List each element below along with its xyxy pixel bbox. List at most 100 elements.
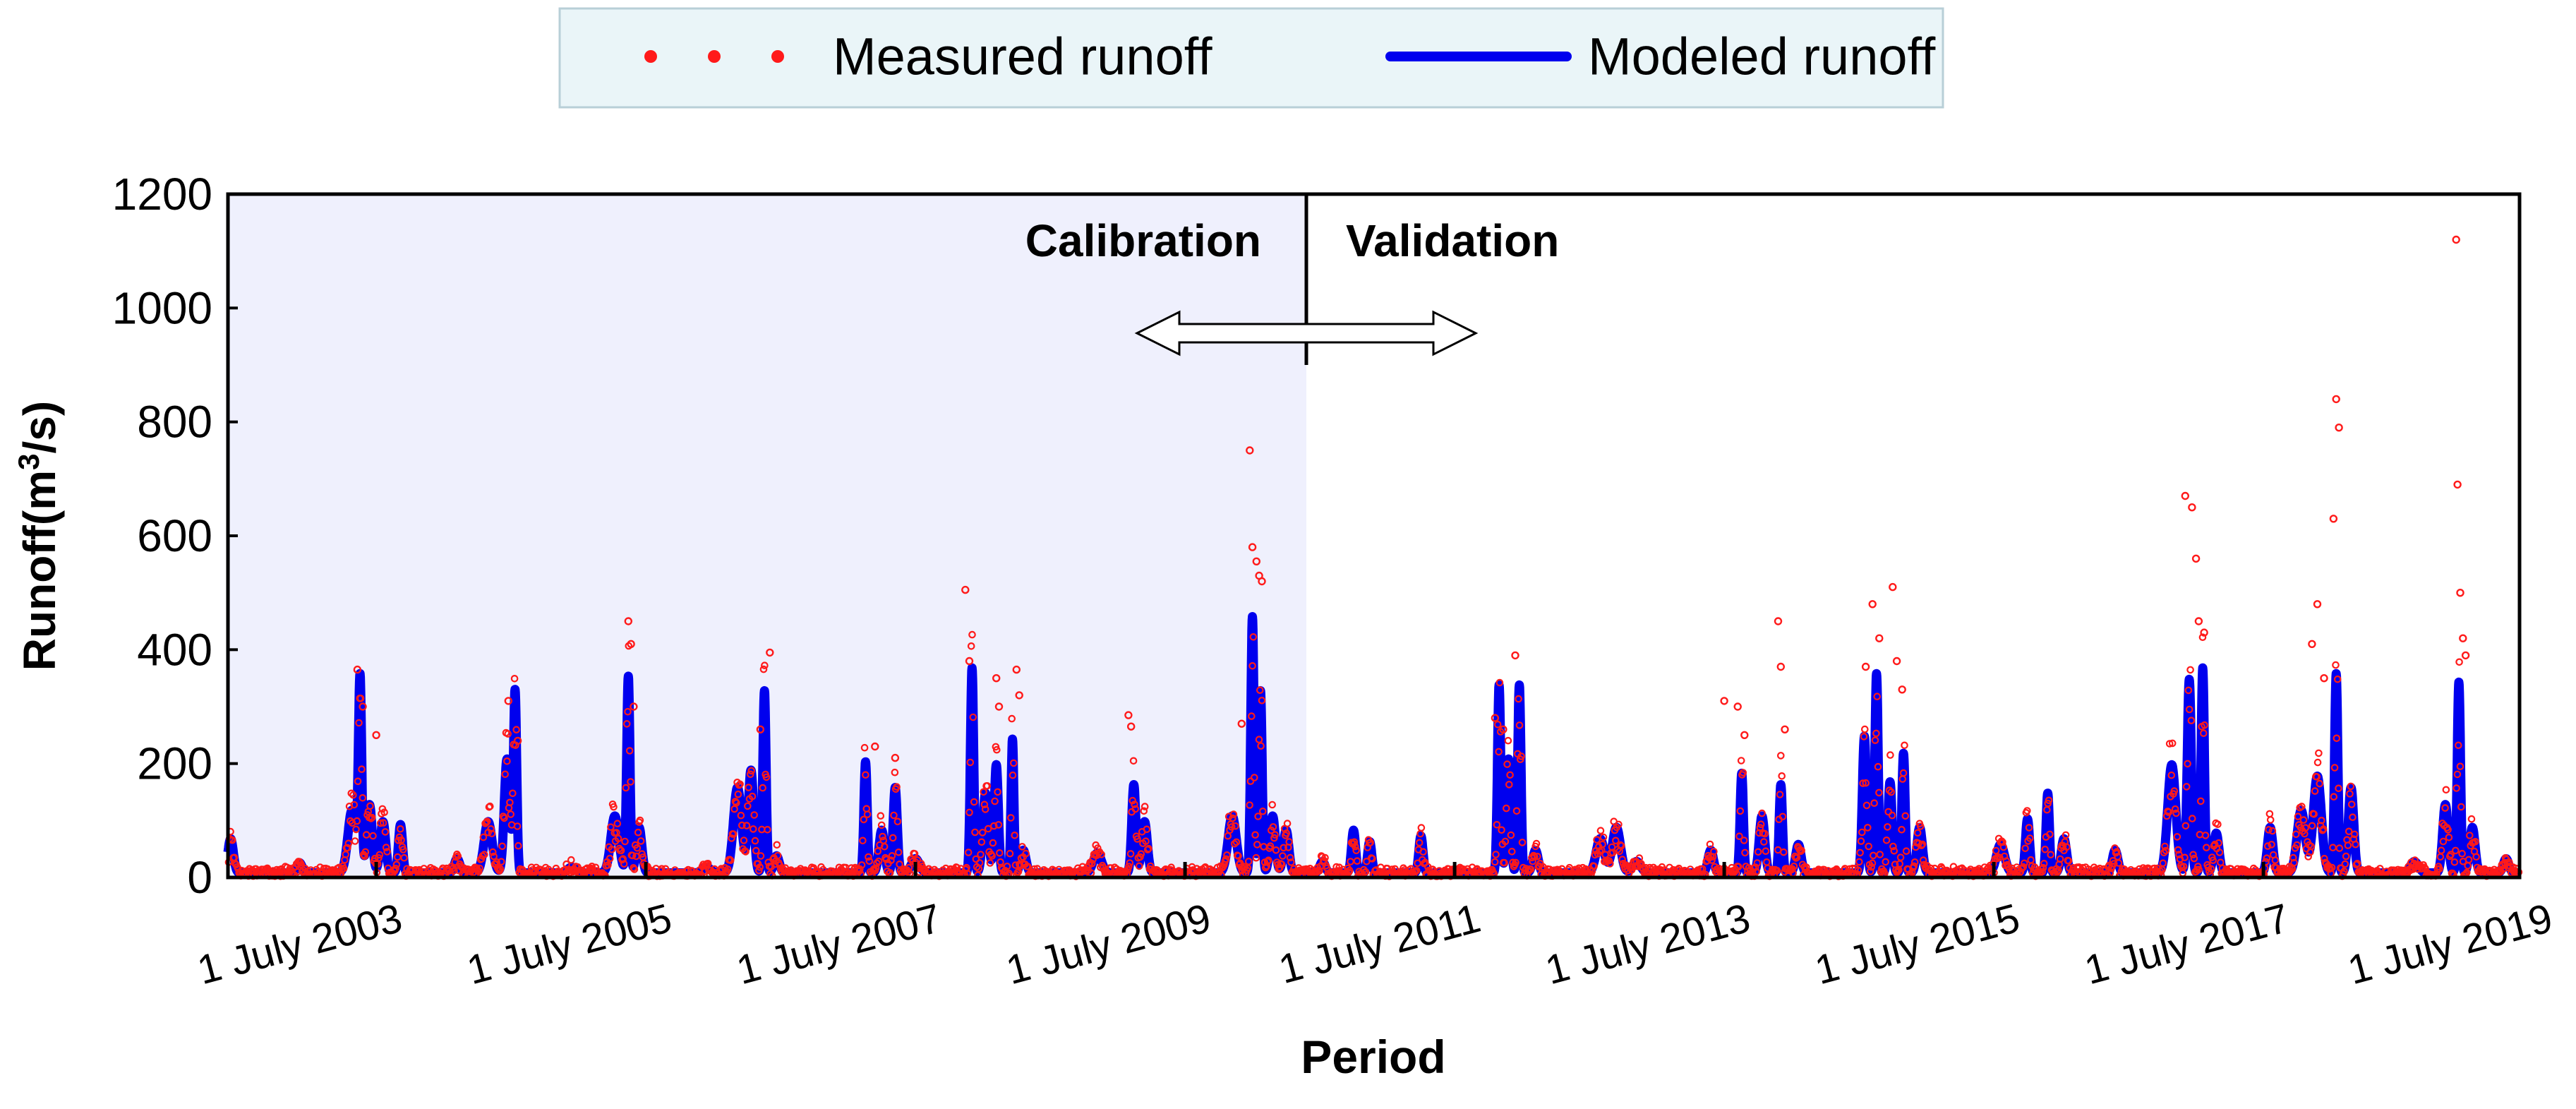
measured-point	[967, 642, 975, 650]
measured-point	[2197, 797, 2205, 805]
measured-point	[630, 865, 639, 873]
measured-point	[1129, 757, 1138, 765]
measured-point	[2340, 868, 2348, 875]
measured-point	[2453, 770, 2462, 779]
x-tick-label: 1 July 2015	[1810, 895, 2024, 994]
measured-point	[2461, 651, 2470, 660]
measured-point	[2320, 674, 2328, 683]
measured-point	[1229, 814, 1236, 822]
measured-point	[2200, 628, 2208, 637]
measured-point	[1133, 835, 1141, 843]
measured-point	[2263, 854, 2271, 862]
measured-point	[1884, 823, 1891, 831]
measured-point	[622, 720, 631, 728]
x-tick-label: 1 July 2011	[1274, 895, 1485, 993]
measured-point	[2463, 868, 2471, 877]
measured-point	[371, 854, 379, 863]
measured-point	[1867, 863, 1875, 871]
measured-point	[1599, 840, 1606, 849]
measured-point	[2189, 851, 2197, 858]
measured-point	[501, 770, 509, 779]
measured-point	[2159, 859, 2167, 868]
measured-point	[1124, 711, 1133, 719]
measured-point	[1495, 748, 1503, 756]
measured-point	[1287, 858, 1295, 866]
measured-point	[2113, 848, 2121, 856]
measured-point	[1832, 865, 1841, 873]
measured-point	[480, 851, 488, 858]
x-tick-label: 1 July 2003	[193, 895, 407, 994]
measured-point	[1498, 826, 1505, 834]
measured-point	[1271, 831, 1279, 839]
measured-point	[2198, 633, 2207, 641]
measured-point	[1590, 862, 1598, 870]
measured-point	[1868, 600, 1877, 609]
measured-point	[984, 825, 992, 833]
measured-point	[1888, 811, 1896, 820]
measured-point	[1503, 804, 1510, 813]
measured-point	[971, 828, 979, 837]
measured-point	[2201, 832, 2210, 839]
measured-point	[1008, 714, 1016, 723]
measured-point	[1515, 695, 1522, 703]
measured-point	[2165, 740, 2174, 748]
measured-point	[2161, 842, 2169, 851]
measured-point	[2481, 865, 2488, 873]
measured-point	[1902, 847, 1910, 855]
measured-point	[1499, 725, 1507, 734]
validation-annotation: Validation	[1346, 215, 1559, 266]
measured-point	[978, 829, 987, 837]
measured-point	[1996, 853, 2004, 862]
measured-point	[1131, 801, 1138, 808]
measured-point	[1890, 847, 1898, 855]
x-tick-label: 1 July 2013	[1541, 895, 1755, 994]
measured-point	[2195, 865, 2203, 874]
measured-point	[2045, 796, 2053, 805]
measured-point	[1793, 853, 1801, 861]
measured-point	[1500, 858, 1508, 867]
measured-point	[488, 829, 496, 838]
measured-point	[1254, 813, 1262, 820]
measured-point	[625, 747, 634, 755]
measured-point	[893, 783, 901, 791]
measured-point	[2308, 640, 2316, 648]
measured-point	[1896, 853, 1905, 861]
measured-point	[2025, 824, 2033, 832]
measured-point	[624, 617, 632, 625]
measured-point	[2421, 865, 2429, 873]
measured-point	[1517, 753, 1525, 760]
measured-point	[2168, 739, 2177, 748]
measured-point	[968, 630, 976, 639]
measured-point	[2308, 822, 2316, 830]
measured-point	[2352, 840, 2359, 849]
measured-point	[994, 702, 1004, 711]
measured-point	[2194, 617, 2203, 625]
measured-point	[2059, 841, 2067, 850]
measured-point	[1009, 771, 1017, 779]
measured-point	[1752, 868, 1760, 876]
measured-point	[500, 814, 508, 822]
y-tick-label: 200	[137, 738, 212, 789]
measured-point	[2174, 846, 2182, 854]
measured-point	[628, 851, 637, 860]
measured-point	[1892, 657, 1901, 666]
measured-point	[2062, 831, 2070, 839]
measured-point	[735, 781, 743, 789]
measured-point	[1246, 446, 1254, 455]
legend: Measured runoff Modeled runoff	[558, 7, 1944, 109]
measured-point	[567, 856, 575, 864]
measured-point	[1145, 844, 1152, 853]
measured-point	[352, 825, 360, 834]
measured-point	[2170, 787, 2179, 795]
measured-point	[1258, 577, 1266, 586]
measured-point	[476, 864, 483, 873]
measured-point	[1495, 678, 1504, 687]
measured-point	[2189, 815, 2196, 822]
measured-point	[2346, 790, 2354, 798]
y-tick-label: 400	[137, 624, 212, 675]
measured-point	[2268, 827, 2277, 835]
measured-point	[2171, 805, 2179, 813]
measured-point	[2459, 634, 2467, 642]
measured-point	[588, 863, 596, 870]
measured-point	[1412, 867, 1421, 875]
